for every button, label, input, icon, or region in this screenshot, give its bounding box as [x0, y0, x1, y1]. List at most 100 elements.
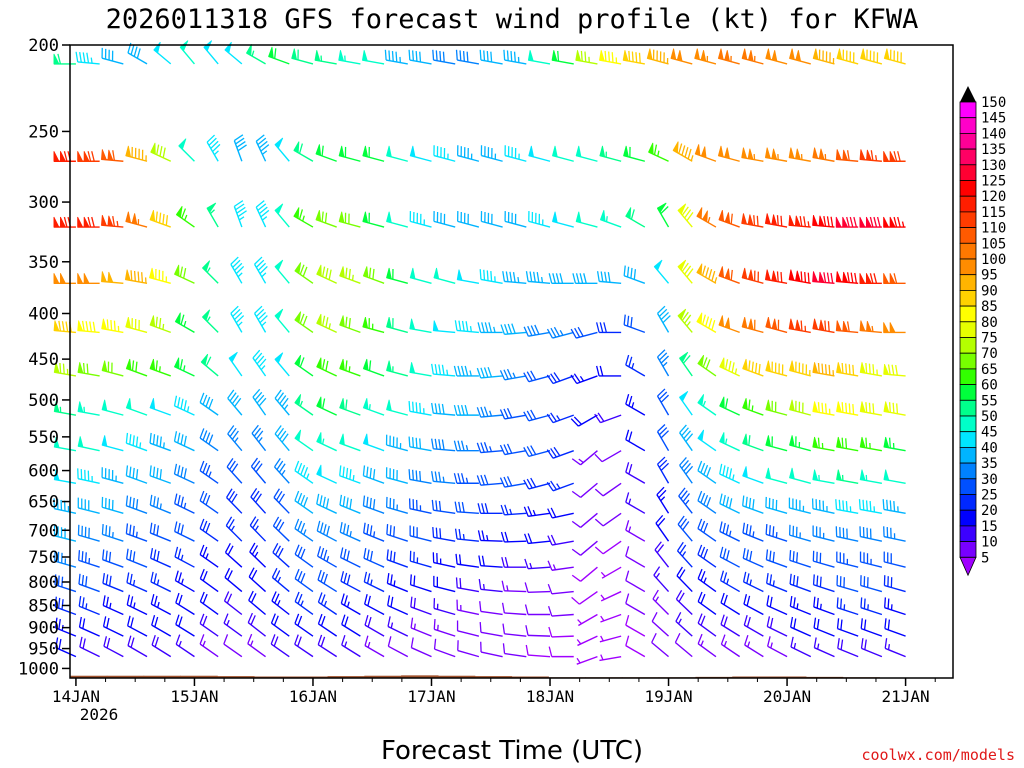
- barb-full: [274, 570, 281, 581]
- barb-full: [63, 216, 68, 228]
- wind-barb: [386, 524, 409, 542]
- barb-full: [836, 597, 839, 608]
- barb-full: [526, 371, 533, 382]
- wind-barb: [149, 267, 171, 284]
- wind-barb: [150, 594, 172, 616]
- barb-full: [294, 490, 300, 501]
- wind-barb: [149, 358, 171, 377]
- barb-full: [512, 272, 516, 283]
- barb-shaft: [480, 59, 503, 65]
- barb-flag: [200, 353, 209, 366]
- barb-full: [106, 319, 109, 330]
- terrain-segment: [327, 676, 365, 678]
- barb-shaft: [675, 620, 693, 637]
- barb-full: [513, 51, 516, 63]
- barb-full: [159, 436, 162, 447]
- barb-full: [625, 570, 630, 581]
- barb-full: [675, 589, 683, 600]
- barb-shaft: [150, 532, 172, 542]
- wind-barb: [625, 570, 646, 593]
- barb-full: [527, 506, 533, 517]
- barb-full: [863, 619, 867, 630]
- barb-flag: [316, 313, 322, 326]
- barb-flag: [724, 147, 731, 160]
- wind-barb: [274, 425, 290, 452]
- barb-full: [792, 574, 796, 586]
- legend-swatch: [959, 368, 977, 385]
- barb-flag: [883, 273, 890, 284]
- y-tick-label: 600: [28, 462, 59, 482]
- barb-full: [893, 501, 896, 512]
- barb-full: [860, 638, 864, 649]
- barb-full: [177, 432, 181, 444]
- barb-full: [320, 594, 326, 605]
- barb-flag: [697, 429, 705, 442]
- barb-half: [237, 321, 243, 327]
- barb-full: [205, 522, 211, 533]
- wind-barb: [525, 644, 551, 658]
- barb-shaft: [78, 534, 100, 542]
- wind-barb: [546, 480, 574, 492]
- barb-shaft: [837, 627, 859, 637]
- barb-full: [412, 401, 415, 412]
- barb-flag: [150, 142, 156, 155]
- barb-full: [274, 389, 282, 399]
- barb-flag: [795, 270, 801, 282]
- barb-full: [251, 424, 259, 434]
- barb-full: [845, 438, 848, 449]
- barb-full: [321, 266, 326, 277]
- wind-barb: [174, 493, 195, 514]
- legend-swatch: [959, 352, 977, 370]
- barb-full: [776, 271, 779, 282]
- wind-barb: [339, 494, 361, 514]
- barb-shaft: [743, 603, 764, 616]
- barb-full: [835, 499, 838, 510]
- wind-barb: [697, 633, 717, 658]
- barb-flag: [149, 267, 155, 280]
- barb-half: [556, 483, 561, 489]
- wind-barb: [600, 590, 622, 602]
- barb-shaft: [481, 154, 503, 162]
- wind-barb: [524, 558, 551, 570]
- barb-full: [260, 144, 270, 152]
- barb-full: [660, 311, 670, 321]
- barb-shaft: [274, 397, 290, 416]
- barb-full: [748, 399, 751, 410]
- barb-flag: [818, 319, 825, 332]
- barb-half: [303, 529, 307, 536]
- barb-shaft: [656, 463, 670, 484]
- wind-barb: [594, 540, 622, 555]
- barb-half: [261, 321, 267, 327]
- barb-full: [342, 496, 346, 507]
- wind-barb: [408, 400, 432, 416]
- barb-full: [625, 593, 630, 604]
- barb-full: [260, 209, 270, 218]
- barb-full: [656, 486, 665, 496]
- barb-full: [865, 500, 868, 511]
- barb-full: [434, 471, 438, 482]
- barb-shaft: [656, 431, 670, 452]
- wind-barb: [884, 597, 906, 616]
- barb-full: [700, 593, 706, 604]
- barb-shaft: [149, 442, 171, 452]
- wind-barb: [696, 263, 718, 284]
- barb-full: [150, 571, 154, 583]
- barb-full: [686, 268, 694, 278]
- wind-barb: [500, 323, 527, 336]
- wind-barb: [548, 646, 574, 658]
- barb-half: [700, 640, 704, 647]
- barb-full: [628, 431, 633, 442]
- legend-swatch: [959, 242, 977, 260]
- barb-full: [343, 595, 348, 606]
- barb-full: [156, 550, 160, 562]
- barb-shaft: [434, 628, 456, 637]
- barb-full: [340, 593, 345, 604]
- wind-barb: [363, 522, 385, 542]
- terrain-segment: [437, 675, 476, 678]
- barb-full: [342, 523, 346, 534]
- barb-full: [434, 364, 438, 375]
- wind-barb: [316, 432, 337, 452]
- wind-barb: [546, 372, 574, 385]
- wind-barb: [765, 316, 788, 334]
- barb-half: [368, 404, 371, 410]
